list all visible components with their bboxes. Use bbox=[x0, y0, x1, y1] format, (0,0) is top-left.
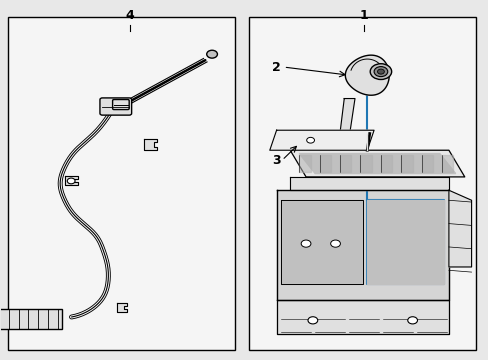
Polygon shape bbox=[281, 200, 362, 284]
Polygon shape bbox=[276, 190, 448, 300]
Circle shape bbox=[67, 178, 75, 184]
Text: 2: 2 bbox=[271, 60, 280, 73]
Bar bbox=[8, 17, 234, 350]
Polygon shape bbox=[299, 155, 310, 172]
Circle shape bbox=[307, 317, 317, 324]
Polygon shape bbox=[360, 155, 371, 172]
Polygon shape bbox=[143, 139, 157, 150]
Circle shape bbox=[330, 240, 340, 247]
Polygon shape bbox=[289, 177, 448, 190]
Polygon shape bbox=[366, 200, 444, 284]
Polygon shape bbox=[269, 130, 373, 150]
Circle shape bbox=[407, 317, 417, 324]
Polygon shape bbox=[441, 155, 452, 172]
Bar bbox=[249, 17, 475, 350]
Polygon shape bbox=[421, 155, 432, 172]
Polygon shape bbox=[339, 155, 351, 172]
Circle shape bbox=[373, 67, 387, 77]
FancyBboxPatch shape bbox=[112, 99, 129, 109]
FancyBboxPatch shape bbox=[100, 98, 131, 115]
Polygon shape bbox=[380, 155, 391, 172]
Circle shape bbox=[377, 69, 384, 74]
Bar bbox=[0, 309, 62, 329]
Polygon shape bbox=[319, 155, 330, 172]
Text: 1: 1 bbox=[359, 9, 367, 22]
Polygon shape bbox=[289, 150, 464, 177]
Polygon shape bbox=[401, 155, 412, 172]
Circle shape bbox=[369, 64, 391, 80]
Polygon shape bbox=[276, 300, 448, 334]
Polygon shape bbox=[117, 303, 126, 312]
Polygon shape bbox=[65, 176, 78, 185]
Polygon shape bbox=[448, 190, 470, 267]
Polygon shape bbox=[339, 99, 354, 135]
Circle shape bbox=[306, 138, 314, 143]
Text: 4: 4 bbox=[125, 9, 134, 22]
Polygon shape bbox=[345, 55, 388, 95]
Circle shape bbox=[301, 240, 310, 247]
Text: 3: 3 bbox=[271, 154, 280, 167]
Circle shape bbox=[206, 50, 217, 58]
Polygon shape bbox=[299, 154, 455, 174]
